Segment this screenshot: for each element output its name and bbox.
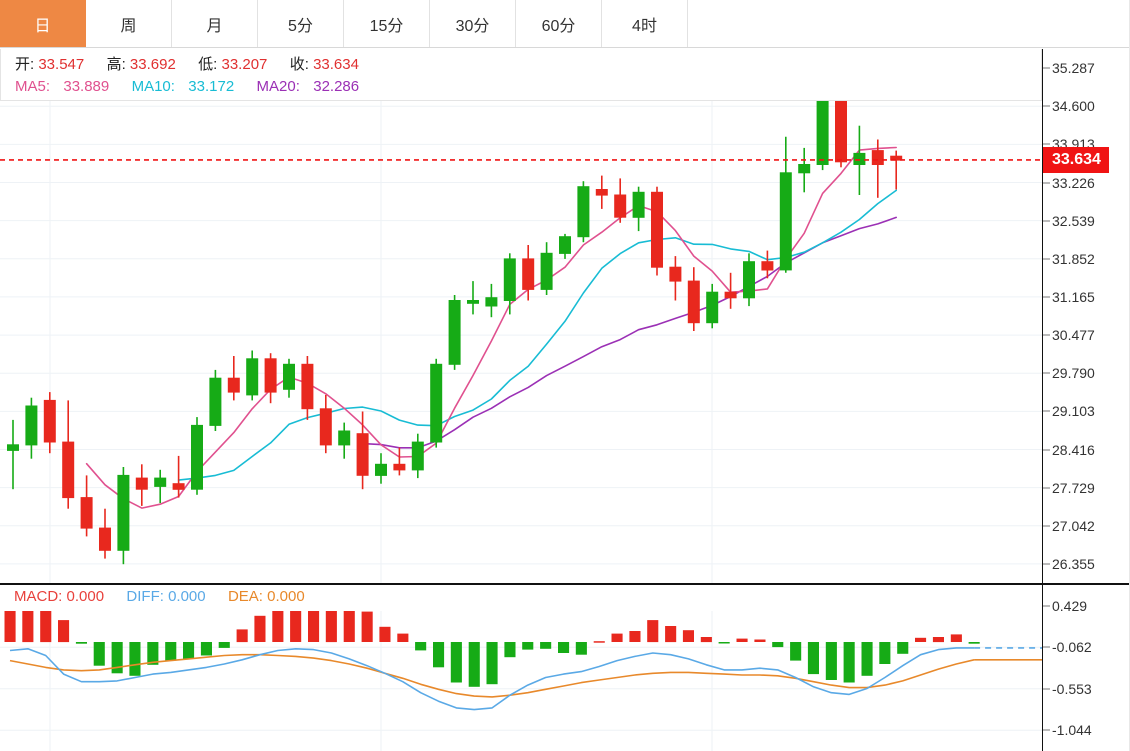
y-axis-tick-label: 34.600: [1052, 98, 1095, 115]
y-axis-tick-label: 28.416: [1052, 441, 1095, 458]
low-label: 低:: [198, 56, 218, 73]
y-axis-tick-label: 32.539: [1052, 212, 1095, 229]
tab-label: 周: [120, 17, 137, 35]
tab-label: 月: [206, 17, 223, 35]
close-value: 33.634: [313, 56, 359, 73]
tab-month[interactable]: 月: [172, 0, 258, 47]
y-axis-tick-mark: [1043, 449, 1050, 450]
ohlc-legend: 开: 33.547 高: 33.692 低: 33.207 收: 33.634 …: [0, 49, 1042, 101]
y-axis: 35.287 34.600 33.913 33.226 32.539 31.852 31.1…: [1043, 0, 1130, 751]
panel-divider: [0, 583, 1130, 585]
current-price-tag: 33.634: [1043, 146, 1109, 173]
tab-label: 5分: [288, 17, 313, 35]
ohlc-row: 开: 33.547 高: 33.692 低: 33.207 收: 33.634: [15, 54, 1041, 76]
y-axis-tick-label: 26.355: [1052, 555, 1095, 572]
y-axis-tick-label: 31.852: [1052, 250, 1095, 267]
y-axis-tick-mark: [1043, 182, 1050, 183]
y-axis-tick-mark: [1043, 334, 1050, 336]
y-axis-tick-mark: [1043, 220, 1050, 222]
y-axis-tick-mark: [1043, 105, 1050, 107]
y-axis-tick-mark: [1043, 372, 1050, 374]
open-label: 开:: [15, 56, 35, 73]
macd-axis-tick-label: 0.429: [1052, 597, 1088, 614]
ma5-value: 33.889: [63, 78, 110, 95]
y-axis-tick-mark: [1043, 67, 1050, 69]
y-axis-tick-label: 35.287: [1052, 60, 1095, 77]
macd-axis-tick-mark: [1043, 605, 1050, 607]
ma10-label: MA10:: [131, 78, 175, 95]
y-axis-tick-mark: [1043, 563, 1050, 565]
ma-row: MA5: 33.889 MA10: 33.172 MA20: 32.286: [15, 76, 1041, 98]
macd-axis-tick-label: -1.044: [1052, 722, 1092, 739]
y-axis-tick-mark: [1043, 143, 1050, 145]
high-label: 高:: [106, 56, 126, 73]
ma5-label: MA5:: [15, 78, 51, 95]
macd-legend: MACD: 0.000 DIFF: 0.000 DEA: 0.000: [0, 585, 1042, 611]
y-axis-tick-label: 30.477: [1052, 327, 1095, 344]
macd-axis-tick-mark: [1043, 688, 1050, 690]
macd-label: MACD:: [14, 588, 63, 605]
tab-label: 30分: [455, 17, 490, 35]
tab-day[interactable]: 日: [0, 0, 86, 47]
y-axis-tick-label: 27.729: [1052, 479, 1095, 496]
macd-axis-tick-label: -0.062: [1052, 639, 1092, 656]
y-axis-tick-label: 29.103: [1052, 403, 1095, 420]
high-value: 33.692: [129, 56, 176, 73]
dea-value: 0.000: [267, 588, 305, 605]
y-axis-tick-label: 31.165: [1052, 288, 1095, 305]
dea-label: DEA:: [227, 588, 263, 605]
tab-4hour[interactable]: 4时: [602, 0, 688, 47]
macd-axis-tick-label: -0.553: [1052, 680, 1092, 697]
macd-axis-tick-mark: [1043, 729, 1050, 731]
y-axis-tick-label: 29.790: [1052, 365, 1095, 382]
diff-value: 0.000: [168, 588, 206, 605]
tab-30min[interactable]: 30分: [430, 0, 516, 47]
ma10-value: 33.172: [188, 78, 235, 95]
tab-60min[interactable]: 60分: [516, 0, 602, 47]
tab-label: 60分: [541, 17, 576, 35]
timeframe-tabbar: 日 周 月 5分 15分 30分 60分 4时: [0, 0, 1130, 48]
tab-label: 日: [34, 17, 51, 35]
y-axis-tick-label: 27.042: [1052, 517, 1095, 534]
tab-15min[interactable]: 15分: [344, 0, 430, 47]
y-axis-tick-label: 33.226: [1052, 174, 1095, 191]
ma20-value: 32.286: [313, 78, 360, 95]
ma20-label: MA20:: [256, 78, 300, 95]
close-label: 收:: [289, 56, 309, 73]
tabbar-filler: [688, 0, 1130, 47]
y-axis-tick-mark: [1043, 525, 1050, 527]
y-axis-tick-mark: [1043, 258, 1050, 260]
open-value: 33.547: [38, 56, 85, 73]
y-axis-tick-mark: [1043, 296, 1050, 298]
diff-label: DIFF:: [126, 588, 164, 605]
tab-5min[interactable]: 5分: [258, 0, 344, 47]
tab-label: 4时: [632, 17, 657, 35]
macd-axis-tick-mark: [1043, 646, 1050, 648]
y-axis-tick-mark: [1043, 410, 1050, 412]
y-axis-line: [1042, 49, 1043, 751]
tab-week[interactable]: 周: [86, 0, 172, 47]
macd-value: 0.000: [66, 588, 105, 605]
tab-label: 15分: [369, 17, 404, 35]
price-chart-panel[interactable]: [0, 49, 1042, 583]
y-axis-tick-mark: [1043, 487, 1050, 489]
low-value: 33.207: [221, 56, 268, 73]
